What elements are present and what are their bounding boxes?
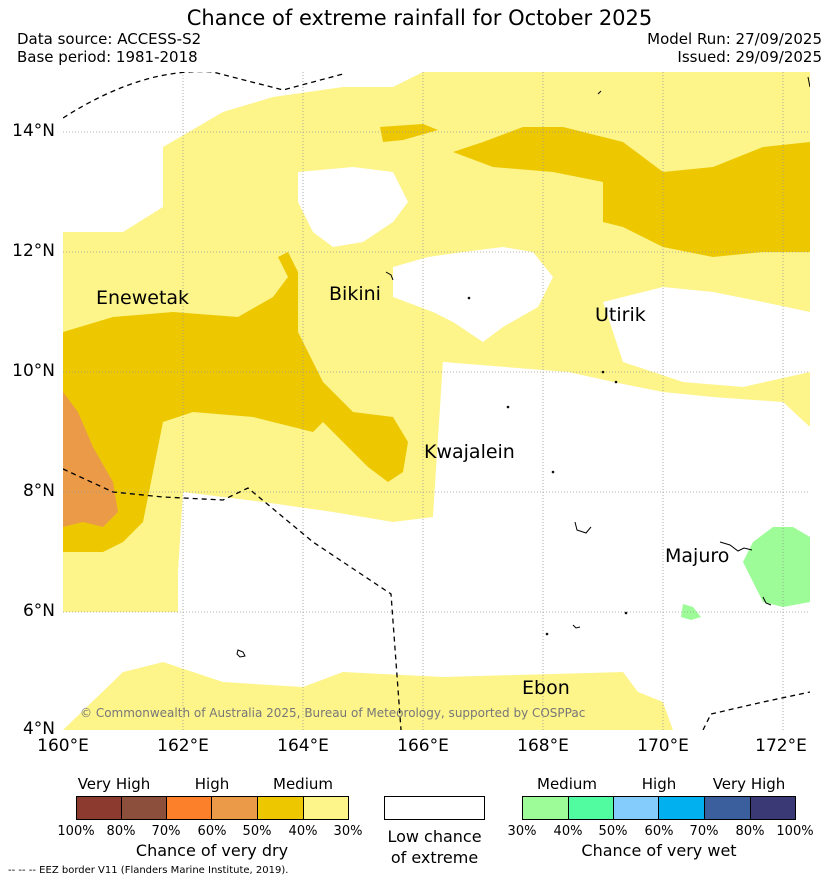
dry-label-40: 40% — [288, 824, 318, 839]
low-chance-title-line1: Low chance — [387, 827, 482, 846]
atoll-outlines — [236, 76, 810, 658]
lat-tick-4n: 4°N — [22, 719, 55, 739]
lat-tick-6n: 6°N — [22, 601, 55, 621]
wet-label-30: 30% — [507, 824, 537, 839]
wet-label-40: 40% — [553, 824, 583, 839]
lat-tick-14n: 14°N — [12, 121, 55, 141]
base-period: Base period: 1981-2018 — [17, 48, 198, 66]
wet-swatch-80-100 — [750, 796, 796, 820]
place-label-ebon: Ebon — [522, 677, 570, 699]
map-canvas — [63, 72, 810, 730]
lon-tick-168e: 168°E — [517, 736, 569, 756]
lat-tick-8n: 8°N — [22, 481, 55, 501]
dry-swatch-50-40 — [257, 796, 304, 820]
wet-label-50: 50% — [598, 824, 628, 839]
dry-swatch-60-50 — [211, 796, 258, 820]
data-source: Data source: ACCESS-S2 — [17, 30, 202, 48]
low-chance-holes — [63, 147, 810, 730]
wet-category-high: High — [641, 775, 677, 793]
place-label-majuro: Majuro — [665, 545, 730, 567]
dry-category-very-high: Very High — [77, 775, 151, 793]
place-label-kwajalein: Kwajalein — [424, 441, 515, 463]
wet-label-80: 80% — [735, 824, 765, 839]
wet-swatch-70-80 — [704, 796, 751, 820]
dry-category-high: High — [194, 775, 230, 793]
dry-40-50-region — [63, 124, 810, 552]
wet-swatch-50-60 — [613, 796, 659, 820]
wet-category-medium: Medium — [537, 775, 597, 793]
dry-label-60: 60% — [197, 824, 227, 839]
lon-tick-160e: 160°E — [37, 736, 89, 756]
copyright-notice: © Commonwealth of Australia 2025, Bureau… — [80, 706, 586, 720]
wet-legend-title: Chance of very wet — [581, 841, 737, 860]
dry-swatch-70-60 — [166, 796, 212, 820]
dry-50-60-region — [63, 392, 118, 527]
wet-swatch-40-50 — [568, 796, 614, 820]
place-label-bikini: Bikini — [329, 283, 381, 305]
low-chance-swatch — [384, 796, 485, 820]
lon-tick-172e: 172°E — [755, 736, 807, 756]
wet-label-60: 60% — [644, 824, 674, 839]
map-title: Chance of extreme rainfall for October 2… — [186, 6, 653, 30]
wet-label-100: 100% — [776, 824, 814, 839]
place-label-enewetak: Enewetak — [96, 287, 190, 309]
place-label-utirik: Utirik — [595, 304, 646, 326]
wet-category-very-high: Very High — [712, 775, 786, 793]
dry-legend-title: Chance of very dry — [135, 841, 289, 860]
dry-label-100: 100% — [57, 824, 95, 839]
dry-label-70: 70% — [151, 824, 181, 839]
eez-footnote: -- -- -- EEZ border V11 (Flanders Marine… — [8, 865, 289, 876]
lon-tick-162e: 162°E — [157, 736, 209, 756]
dry-label-80: 80% — [106, 824, 136, 839]
dry-swatch-100-80 — [76, 796, 122, 820]
wet-label-70: 70% — [689, 824, 719, 839]
dry-label-50: 50% — [242, 824, 272, 839]
model-run: Model Run: 27/09/2025 — [647, 30, 822, 48]
lon-tick-170e: 170°E — [637, 736, 689, 756]
wet-swatch-60-70 — [658, 796, 705, 820]
lat-tick-12n: 12°N — [12, 241, 55, 261]
rainfall-map: Enewetak Bikini Utirik Kwajalein Majuro … — [63, 72, 810, 730]
dry-swatch-80-70 — [121, 796, 167, 820]
dry-category-medium: Medium — [273, 775, 333, 793]
lon-tick-164e: 164°E — [277, 736, 329, 756]
low-chance-title-line2: of extreme — [390, 848, 479, 867]
dry-label-30: 30% — [333, 824, 363, 839]
issued-date: Issued: 29/09/2025 — [677, 48, 822, 66]
wet-swatch-30-40 — [522, 796, 569, 820]
lat-tick-10n: 10°N — [12, 361, 55, 381]
dry-swatch-40-30 — [303, 796, 349, 820]
lon-tick-166e: 166°E — [397, 736, 449, 756]
eez-border — [63, 72, 810, 730]
